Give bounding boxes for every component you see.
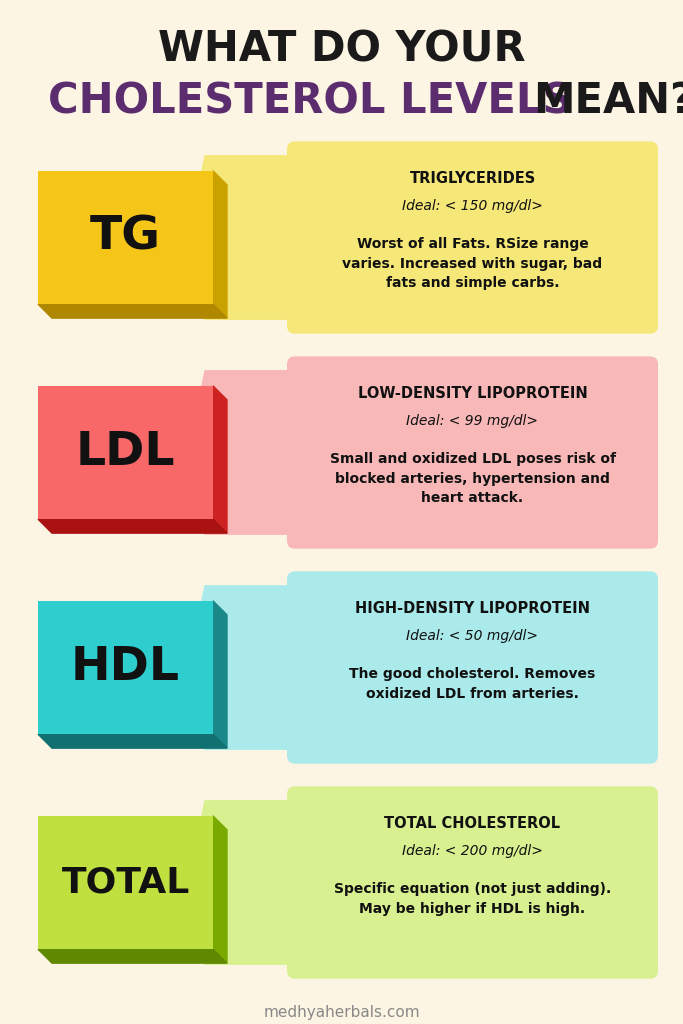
- FancyBboxPatch shape: [287, 786, 658, 979]
- Text: WHAT DO YOUR: WHAT DO YOUR: [158, 28, 525, 70]
- Text: LOW-DENSITY LIPOPROTEIN: LOW-DENSITY LIPOPROTEIN: [358, 386, 587, 401]
- Polygon shape: [38, 519, 227, 534]
- FancyBboxPatch shape: [38, 386, 213, 519]
- Text: HIGH-DENSITY LIPOPROTEIN: HIGH-DENSITY LIPOPROTEIN: [355, 601, 590, 616]
- Text: Ideal: < 150 mg/dl>: Ideal: < 150 mg/dl>: [402, 200, 543, 213]
- Polygon shape: [38, 734, 227, 749]
- Text: MEAN?: MEAN?: [533, 80, 683, 122]
- Text: TOTAL: TOTAL: [61, 865, 190, 899]
- Polygon shape: [188, 586, 310, 750]
- FancyBboxPatch shape: [287, 141, 658, 334]
- FancyBboxPatch shape: [38, 171, 213, 304]
- Text: Ideal: < 99 mg/dl>: Ideal: < 99 mg/dl>: [406, 415, 538, 428]
- Text: Small and oxidized LDL poses risk of
blocked arteries, hypertension and
heart at: Small and oxidized LDL poses risk of blo…: [329, 453, 615, 506]
- Text: LDL: LDL: [76, 430, 176, 475]
- Text: medhyaherbals.com: medhyaherbals.com: [263, 1005, 420, 1020]
- Text: The good cholesterol. Removes
oxidized LDL from arteries.: The good cholesterol. Removes oxidized L…: [350, 668, 596, 700]
- Polygon shape: [188, 156, 310, 319]
- Polygon shape: [38, 949, 227, 964]
- Text: TG: TG: [90, 215, 161, 260]
- Polygon shape: [213, 386, 227, 534]
- Text: TRIGLYCERIDES: TRIGLYCERIDES: [409, 171, 535, 186]
- FancyBboxPatch shape: [38, 601, 213, 734]
- Text: Ideal: < 50 mg/dl>: Ideal: < 50 mg/dl>: [406, 630, 538, 643]
- Polygon shape: [213, 816, 227, 964]
- Text: Worst of all Fats. RSize range
varies. Increased with sugar, bad
fats and simple: Worst of all Fats. RSize range varies. I…: [342, 238, 602, 291]
- Polygon shape: [38, 304, 227, 318]
- Text: Specific equation (not just adding).
May be higher if HDL is high.: Specific equation (not just adding). May…: [334, 883, 611, 915]
- Text: TOTAL CHOLESTEROL: TOTAL CHOLESTEROL: [385, 816, 561, 831]
- FancyBboxPatch shape: [287, 571, 658, 764]
- Polygon shape: [213, 601, 227, 749]
- Text: Ideal: < 200 mg/dl>: Ideal: < 200 mg/dl>: [402, 845, 543, 858]
- FancyBboxPatch shape: [287, 356, 658, 549]
- FancyBboxPatch shape: [38, 816, 213, 949]
- Text: HDL: HDL: [71, 645, 180, 690]
- Polygon shape: [213, 171, 227, 318]
- Text: CHOLESTEROL LEVELS: CHOLESTEROL LEVELS: [48, 80, 572, 122]
- Polygon shape: [188, 801, 310, 965]
- Polygon shape: [188, 371, 310, 535]
